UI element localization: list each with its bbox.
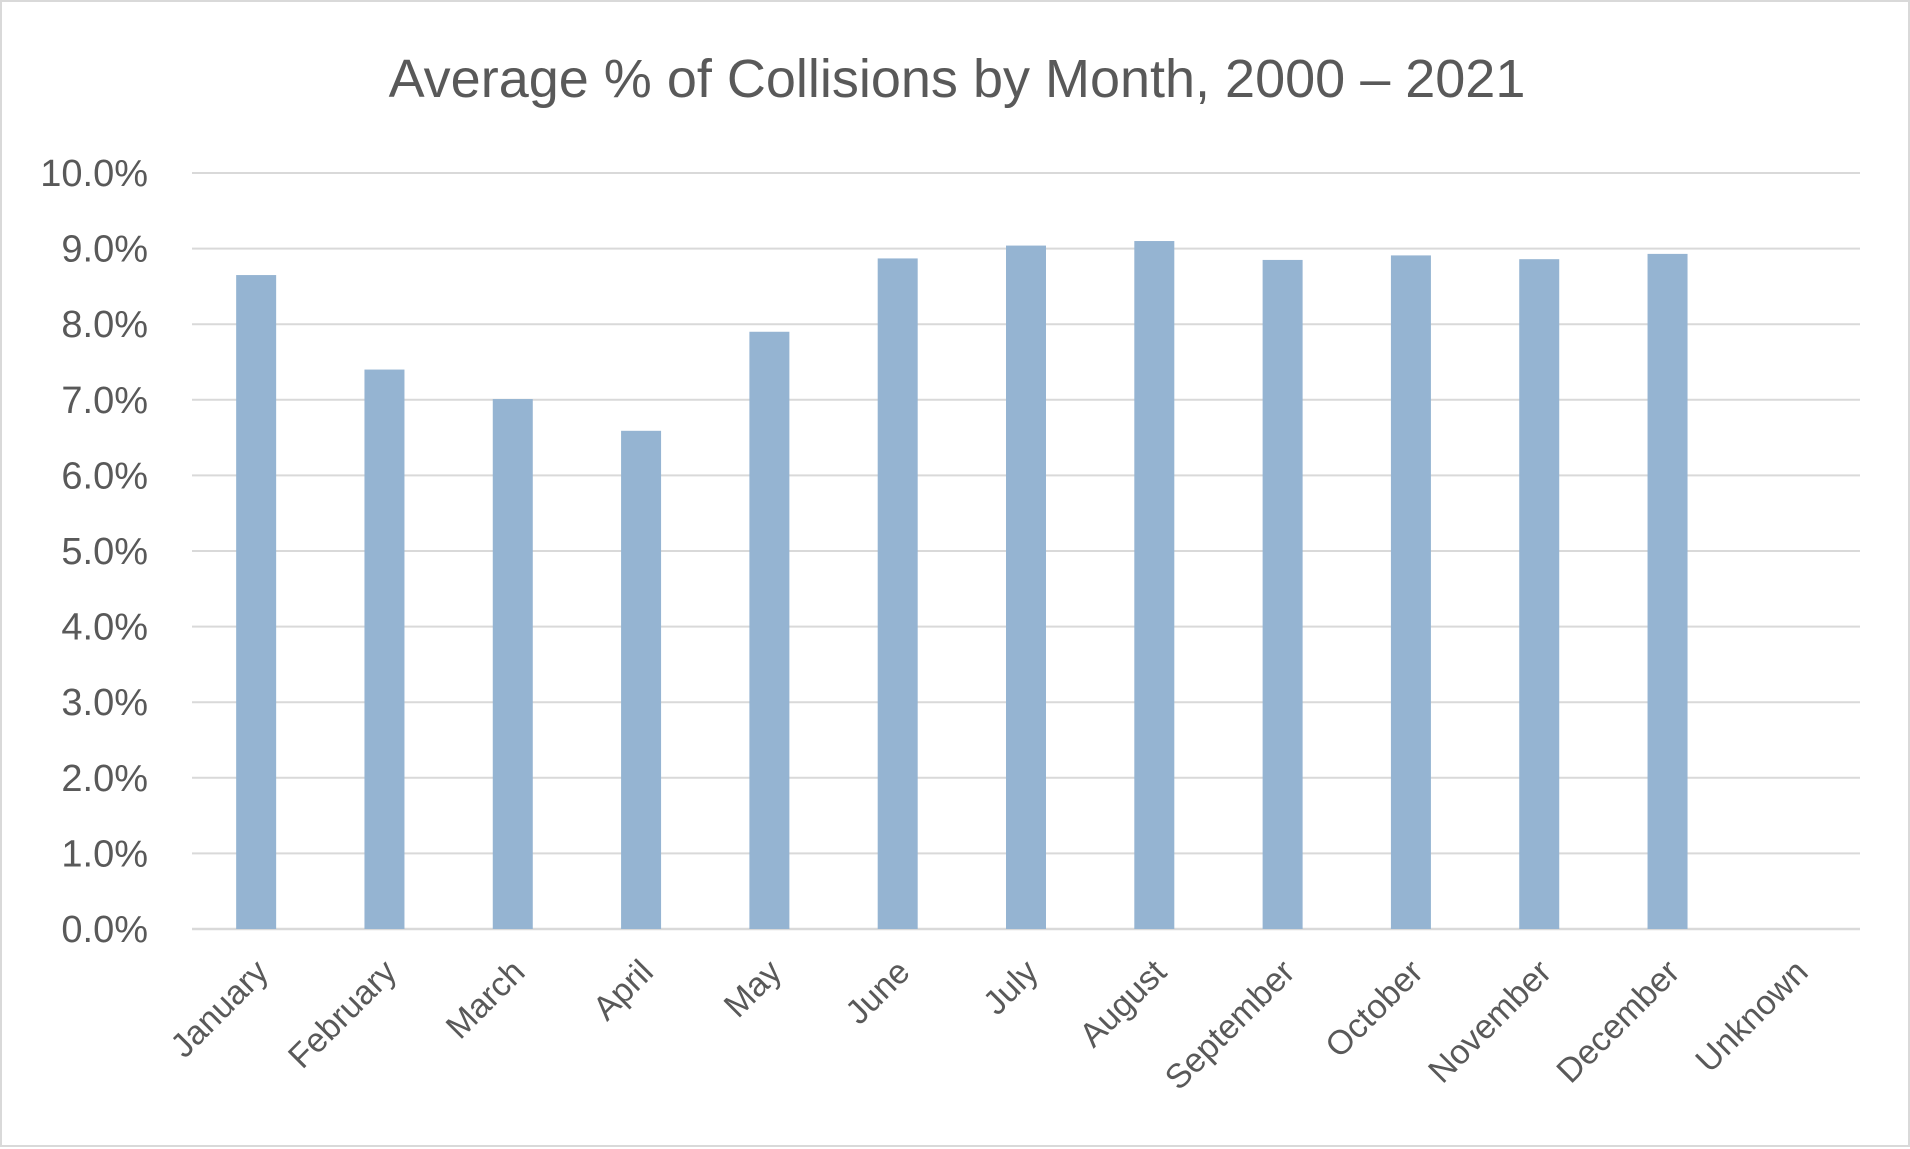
bar-february [364, 369, 405, 929]
y-tick-label: 0.0% [61, 909, 148, 951]
x-tick-label: January [163, 953, 275, 1065]
x-tick-label: November [1421, 953, 1559, 1091]
x-tick-label: May [717, 953, 789, 1025]
bar-june [877, 258, 918, 930]
bar-july [1006, 245, 1046, 930]
bar-december [1647, 253, 1688, 930]
y-tick-label: 7.0% [61, 380, 148, 422]
bar-may [749, 331, 790, 929]
x-tick-label: February [281, 953, 404, 1076]
y-tick-label: 10.0% [40, 153, 148, 195]
bar-september [1262, 259, 1303, 929]
y-tick-label: 4.0% [61, 607, 148, 649]
y-tick-label: 5.0% [61, 531, 148, 573]
bar-april [621, 430, 662, 929]
bar-november [1519, 259, 1560, 930]
bar-october [1390, 255, 1431, 930]
x-tick-label: June [838, 953, 917, 1032]
y-tick-label: 2.0% [61, 758, 148, 800]
bars [236, 241, 1688, 930]
x-tick-label: October [1318, 953, 1430, 1065]
bar-march [492, 399, 533, 929]
x-tick-label: August [1072, 952, 1174, 1054]
x-tick-label: December [1549, 953, 1687, 1091]
y-tick-label: 3.0% [61, 682, 148, 724]
chart-title: Average % of Collisions by Month, 2000 –… [389, 49, 1526, 109]
y-tick-label: 1.0% [61, 833, 148, 875]
y-axis-ticks: 0.0% 1.0% 2.0% 3.0% 4.0% 5.0% 6.0% 7.0% 8.0% 9.0%… [40, 153, 148, 951]
bar-january [236, 275, 277, 929]
bar-august [1134, 241, 1175, 930]
x-tick-label: July [976, 953, 1046, 1023]
x-tick-label: March [439, 953, 533, 1047]
x-axis-ticks: January February March April May June July Augu… [163, 952, 1815, 1097]
y-tick-label: 6.0% [61, 455, 148, 497]
x-tick-label: Unknown [1688, 953, 1815, 1080]
x-tick-label: September [1158, 953, 1302, 1097]
y-tick-label: 8.0% [61, 304, 148, 346]
x-tick-label: April [586, 953, 661, 1028]
y-tick-label: 9.0% [61, 229, 148, 271]
